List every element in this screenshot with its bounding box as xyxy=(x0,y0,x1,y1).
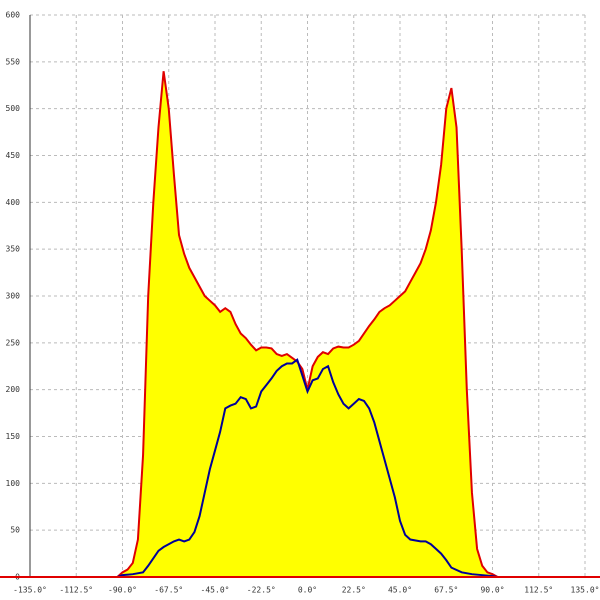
x-tick-label: 135.0° xyxy=(571,586,600,595)
x-tick-label: -45.0° xyxy=(201,586,230,595)
y-tick-label: 400 xyxy=(6,198,21,207)
x-tick-label: 0.0° xyxy=(298,586,317,595)
x-tick-label: 90.0° xyxy=(480,586,504,595)
area-fill xyxy=(117,71,498,577)
x-tick-label: -112.5° xyxy=(59,586,93,595)
y-tick-label: 300 xyxy=(6,292,21,301)
x-tick-label: -135.0° xyxy=(13,586,47,595)
x-tick-label: -22.5° xyxy=(247,586,276,595)
y-tick-label: 100 xyxy=(6,479,21,488)
x-tick-label: -67.5° xyxy=(154,586,183,595)
y-tick-label: 50 xyxy=(10,526,20,535)
y-tick-label: 550 xyxy=(6,57,21,66)
x-tick-label: 22.5° xyxy=(342,586,366,595)
x-tick-label: 45.0° xyxy=(388,586,412,595)
y-tick-label: 200 xyxy=(6,385,21,394)
y-tick-label: 450 xyxy=(6,151,21,160)
y-tick-label: 350 xyxy=(6,245,21,254)
x-tick-label: 67.5° xyxy=(434,586,458,595)
line xyxy=(117,358,498,578)
x-tick-label: -90.0° xyxy=(108,586,137,595)
y-tick-label: 250 xyxy=(6,338,21,347)
y-tick-label: 500 xyxy=(6,104,21,113)
x-tick-label: 112.5° xyxy=(524,586,553,595)
y-tick-label: 150 xyxy=(6,432,21,441)
y-tick-label: 600 xyxy=(6,11,21,20)
